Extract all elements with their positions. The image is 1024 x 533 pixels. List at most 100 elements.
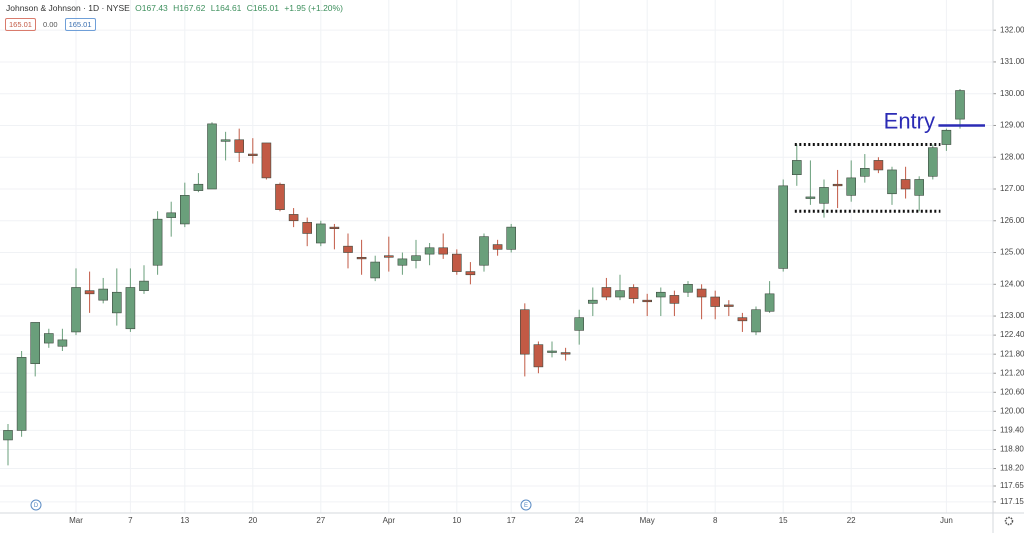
candle-body xyxy=(683,283,693,293)
candle-body xyxy=(356,256,367,260)
candle-body xyxy=(819,187,829,204)
candle-body xyxy=(900,179,911,190)
x-tick-label: 15 xyxy=(779,516,788,525)
candle-body xyxy=(655,291,666,298)
candle-body xyxy=(927,147,938,177)
header-value: O167.43 xyxy=(135,3,168,13)
y-tick-label: 121.20 xyxy=(1000,368,1024,377)
candle-body xyxy=(275,183,285,210)
candle-body xyxy=(914,179,925,196)
x-tick-label: Mar xyxy=(69,516,83,525)
candle-body xyxy=(234,139,244,153)
candle-body xyxy=(846,177,857,196)
candle-body xyxy=(887,169,897,195)
header-value: L164.61 xyxy=(210,3,242,13)
x-tick-label: 22 xyxy=(847,516,856,525)
candle-body xyxy=(302,222,313,234)
y-tick-label: 128.00 xyxy=(1000,152,1024,161)
candle-body xyxy=(519,309,530,355)
price-box[interactable]: 165.01 xyxy=(64,18,96,31)
candle-body xyxy=(180,195,190,225)
candle-body xyxy=(166,212,176,218)
candle-body xyxy=(642,299,653,303)
candle-body xyxy=(492,244,503,250)
candle-body xyxy=(193,183,204,191)
candle-body xyxy=(152,218,163,266)
candle-body xyxy=(506,226,517,250)
candle-body xyxy=(832,183,843,187)
price-boxes: 165.01 0.00 165.01 xyxy=(5,18,100,31)
y-tick-label: 120.60 xyxy=(1000,387,1024,396)
candle-body xyxy=(560,352,571,355)
x-tick-label: 20 xyxy=(248,516,257,525)
candle-body xyxy=(465,271,476,276)
candle-body xyxy=(84,290,95,295)
candle-body xyxy=(859,168,870,177)
y-tick-label: 127.00 xyxy=(1000,184,1024,193)
y-tick-label: 124.00 xyxy=(1000,279,1024,288)
candle-body xyxy=(220,139,231,142)
candle-body xyxy=(329,226,340,230)
settings-icon[interactable] xyxy=(1004,516,1014,526)
x-tick-label: 8 xyxy=(713,516,718,525)
price-box[interactable]: 165.01 xyxy=(5,18,36,31)
candle-body xyxy=(669,295,680,304)
x-tick-label: Apr xyxy=(383,516,396,525)
candle-body xyxy=(139,280,149,291)
candle-body xyxy=(43,333,54,344)
y-tick-label: 131.00 xyxy=(1000,57,1024,66)
x-tick-label: 27 xyxy=(316,516,325,525)
candle-body xyxy=(424,247,435,255)
x-tick-label: May xyxy=(640,516,655,525)
header-value: +1.95 (+1.20%) xyxy=(284,3,343,13)
event-marker xyxy=(520,499,532,511)
candle-body xyxy=(383,255,394,258)
header-value: C165.01 xyxy=(246,3,279,13)
x-tick-label: 10 xyxy=(452,516,461,525)
y-tick-label: 119.40 xyxy=(1000,426,1024,435)
candle-body xyxy=(574,317,585,331)
y-tick-label: 132.00 xyxy=(1000,25,1024,34)
candle-body xyxy=(587,299,598,304)
candle-body xyxy=(941,129,952,145)
y-tick-label: 118.20 xyxy=(1000,464,1024,473)
candle-body xyxy=(57,339,68,347)
candle-body xyxy=(397,258,408,266)
candle-body xyxy=(710,296,721,307)
candle-body xyxy=(438,247,449,255)
y-tick-label: 125.00 xyxy=(1000,248,1024,257)
candle-body xyxy=(723,304,734,307)
chart-header: Johnson & Johnson · 1D · NYSE O167.43 H1… xyxy=(6,3,346,13)
x-tick-label: Jun xyxy=(940,516,953,525)
y-tick-label: 123.00 xyxy=(1000,311,1024,320)
x-tick-label: 13 xyxy=(180,516,189,525)
y-tick-label: 129.00 xyxy=(1000,121,1024,130)
candle-body xyxy=(873,160,884,171)
y-tick-label: 118.80 xyxy=(1000,445,1024,454)
y-tick-label: 122.40 xyxy=(1000,330,1024,339)
candle-body xyxy=(791,160,802,176)
y-tick-label: 130.00 xyxy=(1000,89,1024,98)
candle-body xyxy=(248,153,258,156)
header-value: H167.62 xyxy=(173,3,206,13)
x-tick-label: 17 xyxy=(507,516,516,525)
x-tick-label: 24 xyxy=(575,516,584,525)
candle-body xyxy=(125,287,136,330)
y-tick-label: 121.80 xyxy=(1000,349,1024,358)
candle-body xyxy=(315,223,326,244)
candle-body xyxy=(30,322,41,365)
event-marker-label: E xyxy=(524,503,528,509)
candle-body xyxy=(370,261,381,279)
candle-body xyxy=(98,288,108,301)
candle-body xyxy=(479,236,489,266)
candle-body xyxy=(3,430,13,441)
candle-body xyxy=(764,293,775,312)
candle-body xyxy=(207,123,217,190)
candle-body xyxy=(288,214,299,222)
candle-body xyxy=(71,287,81,333)
candle-body xyxy=(547,350,557,353)
candle-body xyxy=(955,90,965,120)
y-tick-label: 120.00 xyxy=(1000,406,1024,415)
y-tick-label: 117.65 xyxy=(1000,481,1024,490)
